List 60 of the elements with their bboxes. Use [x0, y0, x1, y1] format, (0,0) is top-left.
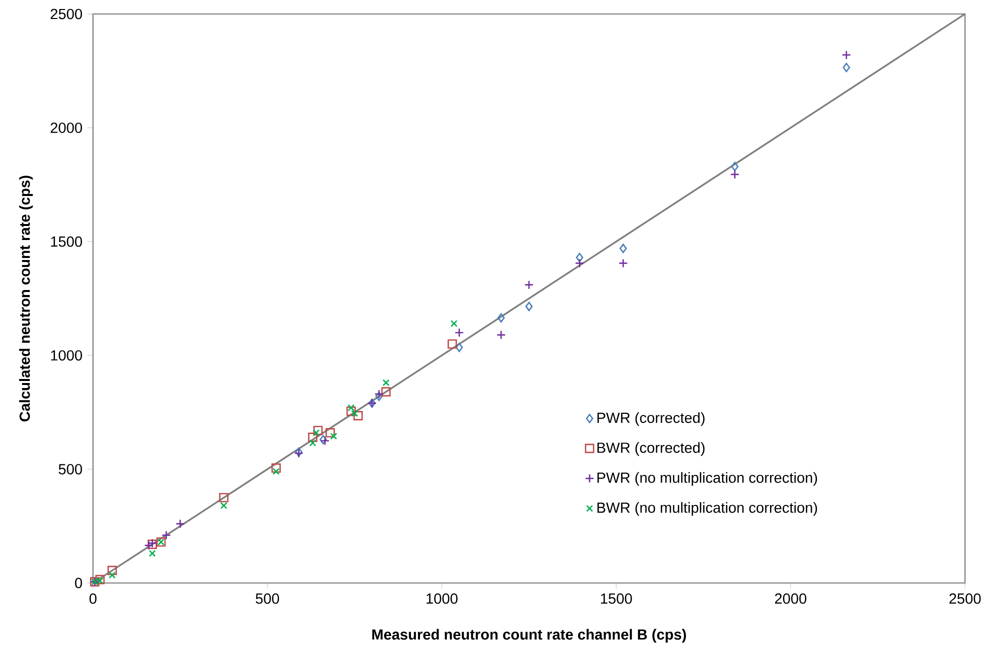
- point: [574, 258, 584, 268]
- legend-label: PWR (no multiplication correction): [597, 472, 817, 486]
- point: [842, 62, 850, 72]
- point: [456, 342, 463, 352]
- point: [346, 406, 356, 416]
- point: [450, 320, 458, 328]
- y-tick-label: 1000: [51, 350, 82, 361]
- point: [272, 468, 280, 475]
- point: [313, 426, 323, 436]
- x-tick-label: 1500: [600, 593, 632, 604]
- point: [375, 392, 383, 402]
- y-tick-label: 1500: [51, 236, 82, 247]
- legend-label: BWR (corrected): [597, 442, 705, 456]
- point: [448, 339, 457, 349]
- point: [320, 434, 327, 444]
- point: [524, 280, 534, 290]
- x-tick-label: 2000: [775, 593, 806, 604]
- point: [576, 252, 584, 262]
- point: [842, 50, 852, 60]
- point: [176, 519, 185, 528]
- x-tick-label: 0: [89, 593, 96, 604]
- legend-label: PWR (corrected): [597, 412, 705, 426]
- x-tick-label: 2500: [949, 593, 981, 604]
- point: [731, 162, 738, 172]
- point: [374, 389, 384, 399]
- x-tick-label: 1000: [426, 593, 458, 604]
- x-axis-title: Measured neutron count rate channel B (cps): [372, 628, 686, 643]
- point: [330, 432, 338, 440]
- point: [108, 572, 116, 579]
- point: [148, 550, 156, 557]
- point: [730, 170, 740, 180]
- point: [309, 440, 316, 447]
- point: [353, 411, 363, 420]
- y-tick-label: 0: [75, 578, 82, 588]
- point: [308, 432, 318, 442]
- point: [326, 428, 335, 438]
- point: [618, 258, 628, 268]
- point: [620, 244, 627, 254]
- point: [312, 429, 320, 436]
- x-tick-label: 500: [256, 593, 280, 604]
- point: [525, 302, 533, 312]
- point: [348, 404, 355, 412]
- point: [162, 530, 171, 540]
- point: [144, 540, 154, 550]
- point: [320, 436, 330, 446]
- point: [454, 328, 464, 338]
- point: [381, 387, 391, 396]
- point: [219, 492, 228, 502]
- y-tick-label: 2000: [50, 122, 82, 133]
- point: [220, 502, 228, 510]
- point: [382, 379, 390, 386]
- point: [497, 313, 505, 322]
- y-tick-label: 2500: [50, 8, 82, 20]
- point: [496, 330, 506, 340]
- point: [271, 463, 281, 473]
- legend-label: BWR (no multiplication correction): [597, 502, 817, 516]
- point: [351, 410, 358, 417]
- y-axis-title: Calculated neutron count rate (cps): [19, 176, 33, 422]
- point: [108, 566, 117, 576]
- y-tick-label: 500: [58, 464, 82, 474]
